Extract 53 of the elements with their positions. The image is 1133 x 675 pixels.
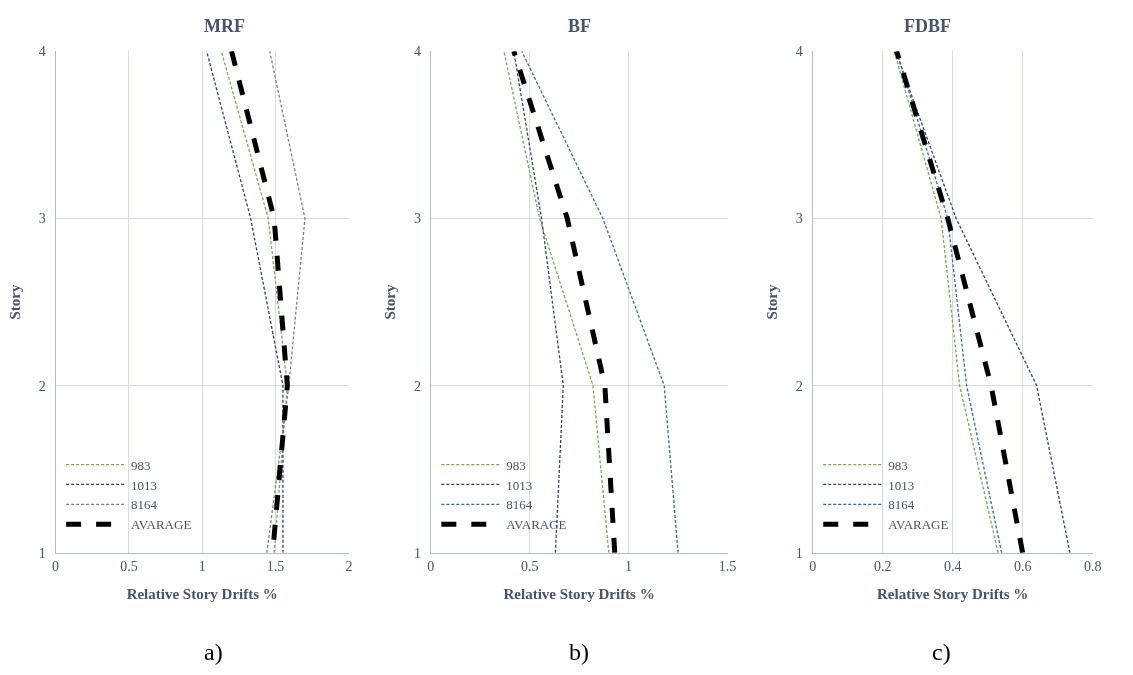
legend-label: 8164 <box>888 497 915 513</box>
legend-label: AVARAGE <box>131 517 192 533</box>
x-axis-title: Relative Story Drifts % <box>503 585 655 602</box>
legend-label: AVARAGE <box>506 517 567 533</box>
y-axis-title: Story <box>764 284 781 320</box>
legend-label: 8164 <box>506 497 533 513</box>
legend-label: 1013 <box>888 477 915 493</box>
y-tick-label: 3 <box>795 211 803 227</box>
x-tick-label: 0.4 <box>943 558 962 574</box>
x-tick-label: 1.5 <box>718 558 737 574</box>
x-tick-label: 0.2 <box>873 558 892 574</box>
y-tick-label: 1 <box>413 545 421 561</box>
legend-label: 1013 <box>506 477 533 493</box>
text: a) <box>204 639 223 665</box>
line-series <box>205 51 284 553</box>
x-tick-label: 1 <box>198 558 206 574</box>
x-tick-label: 0.5 <box>520 558 539 574</box>
y-tick-label: 4 <box>795 44 803 60</box>
text: b) <box>569 639 589 665</box>
text: c) <box>932 639 951 665</box>
chart-title: BF <box>568 16 592 36</box>
legend-label: 983 <box>888 457 908 473</box>
y-tick-label: 3 <box>38 211 46 227</box>
y-tick-label: 1 <box>38 545 46 561</box>
legend-label: 983 <box>506 457 526 473</box>
legend-label: AVARAGE <box>888 517 949 533</box>
y-tick-label: 4 <box>38 44 46 60</box>
chart-title: FDBF <box>904 16 951 36</box>
x-axis-title: Relative Story Drifts % <box>126 585 278 602</box>
y-axis-title: Story <box>6 284 23 320</box>
x-tick-label: 0.8 <box>1083 558 1102 574</box>
legend-label: 1013 <box>131 477 158 493</box>
legend-label: 983 <box>131 457 151 473</box>
x-axis-title: Relative Story Drifts % <box>877 585 1029 602</box>
x-tick-label: 1.5 <box>266 558 285 574</box>
line-series <box>266 51 306 553</box>
x-tick-label: 1 <box>625 558 633 574</box>
x-tick-label: 0.5 <box>120 558 138 574</box>
x-tick-label: 0 <box>52 558 60 574</box>
y-tick-label: 2 <box>38 378 46 394</box>
line-series <box>220 51 288 553</box>
x-tick-label: 0.6 <box>1013 558 1032 574</box>
y-axis-title: Story <box>382 284 399 320</box>
y-tick-label: 1 <box>795 545 803 561</box>
y-tick-label: 4 <box>413 44 421 60</box>
x-tick-label: 0 <box>809 558 817 574</box>
y-tick-label: 2 <box>413 378 421 394</box>
x-tick-label: 2 <box>345 558 353 574</box>
x-tick-label: 0 <box>427 558 435 574</box>
y-tick-label: 2 <box>795 378 803 394</box>
legend-label: 8164 <box>131 497 158 513</box>
chart-title: MRF <box>204 16 245 36</box>
y-tick-label: 3 <box>413 211 421 227</box>
